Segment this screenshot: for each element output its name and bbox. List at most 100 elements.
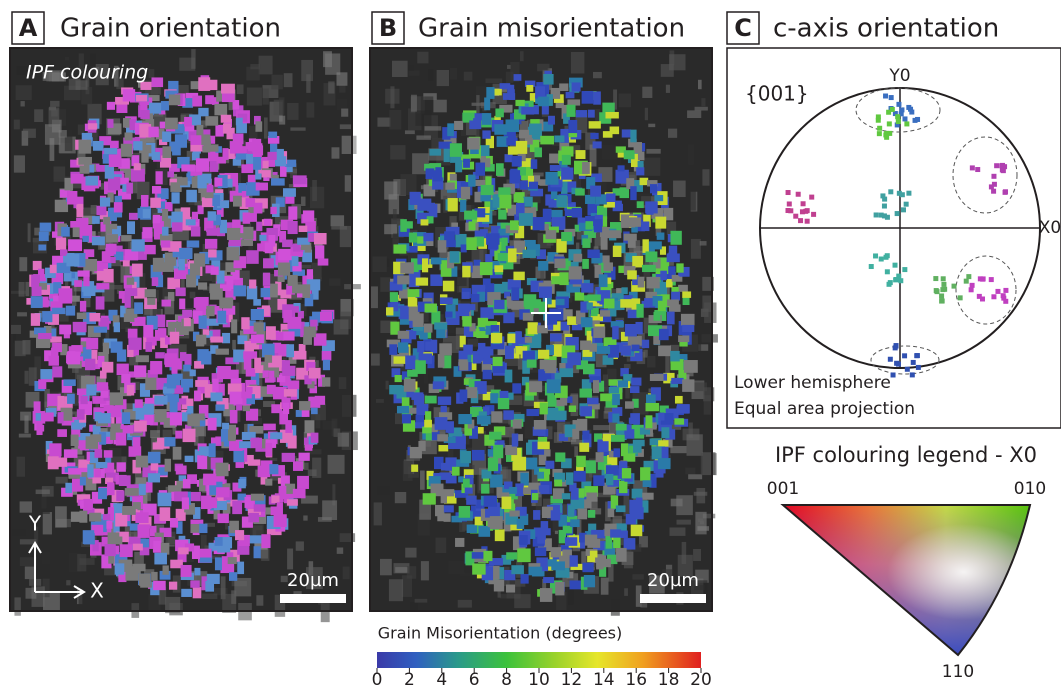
grain-pixel [498,398,509,409]
texture [437,70,449,86]
grain-pixel [682,379,694,392]
grain-pixel [212,379,218,392]
grain-pixel [543,209,552,222]
panel-letter: B [379,14,397,42]
grain-pixel [438,354,445,368]
grain-pixel [88,123,97,129]
grain-pixel [318,259,329,266]
grain-pixel [484,97,490,110]
grain-pixel [430,274,442,286]
grain-pixel [586,460,596,473]
texture [377,118,390,127]
grain-pixel [658,301,666,311]
grain-pixel [534,420,547,429]
grain-pixel [572,82,581,91]
grain-pixel [472,450,485,461]
grain-pixel [646,277,659,288]
grain-pixel [431,311,440,324]
grain-pixel [460,389,468,401]
grain-pixel [235,530,244,540]
grain-pixel [524,240,536,247]
grain-pixel [450,174,457,181]
grain-pixel [684,360,698,373]
grain-pixel [636,167,644,175]
texture [342,395,357,417]
grain-pixel [510,220,519,230]
grain-pixel [567,316,577,325]
grain-pixel [622,468,631,478]
grain-pixel [627,270,637,279]
map-a [10,48,361,622]
grain-pixel [125,295,131,308]
grain-pixel [466,387,477,398]
grain-pixel [107,119,113,128]
grain-pixel [658,413,664,421]
grain-pixel [264,219,271,226]
grain-pixel [110,141,119,148]
grain-pixel [31,313,40,326]
grain-pixel [179,299,185,310]
grain-pixel [466,237,476,250]
pole-point [882,197,887,202]
grain-pixel [248,513,259,522]
texture [191,49,195,69]
grain-pixel [199,446,207,455]
pole-point [952,284,957,289]
texture [645,108,648,120]
panel-title: Grain orientation [60,14,281,44]
grain-pixel [182,497,189,509]
grain-pixel [590,551,598,558]
texture [15,341,26,356]
pole-point [894,361,899,366]
grain-pixel [123,260,130,266]
grain-pixel [96,296,105,309]
grain-pixel [554,135,564,142]
grain-pixel [543,577,554,583]
texture [25,566,36,579]
texture [19,282,25,297]
grain-pixel [579,443,589,452]
grain-pixel [505,346,514,359]
grain-pixel [254,504,266,511]
texture [325,53,340,74]
grain-pixel [540,136,554,145]
pole-point [801,201,806,206]
grain-pixel [71,345,82,352]
grain-pixel [103,343,109,354]
grain-pixel [678,335,689,342]
grain-pixel [516,141,527,154]
grain-pixel [149,103,161,114]
grain-pixel [152,186,161,194]
grain-pixel [582,91,594,104]
grain-pixel [237,562,244,574]
grain-pixel [303,210,314,221]
grain-pixel [582,563,593,573]
grain-pixel [152,152,160,160]
grain-pixel [98,488,107,499]
grain-pixel [618,380,628,387]
grain-pixel [246,250,259,264]
texture [687,110,701,118]
pole-point [887,121,892,126]
pole-point [991,294,996,299]
grain-pixel [661,427,669,438]
grain-pixel [207,185,214,192]
grain-pixel [613,246,622,257]
pole-point [904,121,909,126]
grain-pixel [256,183,268,191]
grain-pixel [529,381,542,392]
grain-pixel [620,299,633,308]
grain-pixel [48,456,59,469]
grain-pixel [182,310,192,318]
grain-pixel [63,379,75,386]
texture [19,434,31,438]
grain-pixel [89,313,100,321]
grain-pixel [246,368,256,376]
grain-pixel [628,235,636,248]
grain-pixel [166,394,179,402]
grain-pixel [110,392,123,405]
grain-pixel [190,263,200,275]
grain-pixel [175,431,182,439]
grain-pixel [646,403,660,411]
texture [593,425,609,430]
